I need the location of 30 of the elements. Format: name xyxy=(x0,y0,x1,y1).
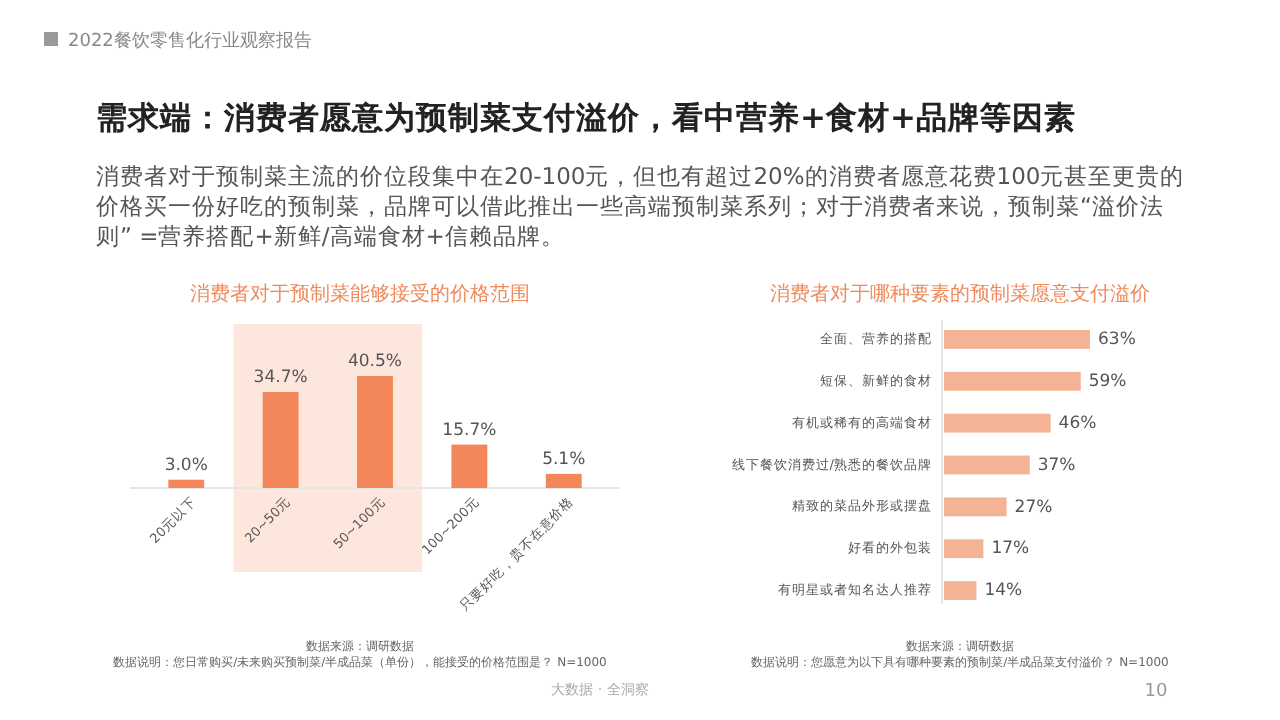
bar xyxy=(944,330,1090,349)
data-label: 59% xyxy=(1088,371,1127,392)
bar xyxy=(451,444,488,488)
text: 消费者对于预制菜主流的价位段集中在20-100元，但也有超过20%的消费者愿意花费100元甚至更贵的价格买一份好吃的预制菜，品牌可以借此推出一些高端预制菜系列；对于消费者来说，预制菜“溢价法则” =营养搭配+新鲜/高端食材+信赖品牌。 xyxy=(94,162,1185,250)
data-label: 3.0% xyxy=(164,455,208,476)
data-label: 46% xyxy=(1058,413,1097,434)
data-label: 37% xyxy=(1037,455,1076,476)
bar xyxy=(944,497,1007,517)
text: 2022餐饮零售化行业观察报告 xyxy=(68,30,312,52)
bar xyxy=(944,581,977,600)
data-label: 34.7% xyxy=(253,368,308,389)
chart-title: 消费者对于预制菜能够接受的价格范围 xyxy=(190,282,530,306)
text: 需求端：消费者愿意为预制菜支付溢价，看中营养+食材+品牌等因素 xyxy=(96,98,1076,136)
bar xyxy=(944,539,984,559)
bar xyxy=(944,371,1081,391)
data-label: 27% xyxy=(1014,497,1053,518)
text: 10 xyxy=(1144,682,1168,702)
data-label: 40.5% xyxy=(347,352,403,372)
bar xyxy=(944,413,1051,433)
data-label: 5.1% xyxy=(542,449,586,470)
bar xyxy=(262,392,299,488)
chart-title: 消费者对于哪种要素的预制菜愿意支付溢价 xyxy=(770,282,1150,306)
data-label: 63% xyxy=(1098,330,1136,351)
bar xyxy=(545,473,582,488)
bar xyxy=(944,455,1030,475)
bar xyxy=(168,479,205,488)
bar xyxy=(357,376,393,488)
data-label: 17% xyxy=(991,539,1030,560)
data-label: 14% xyxy=(984,581,1023,602)
data-label: 15.7% xyxy=(442,420,497,441)
